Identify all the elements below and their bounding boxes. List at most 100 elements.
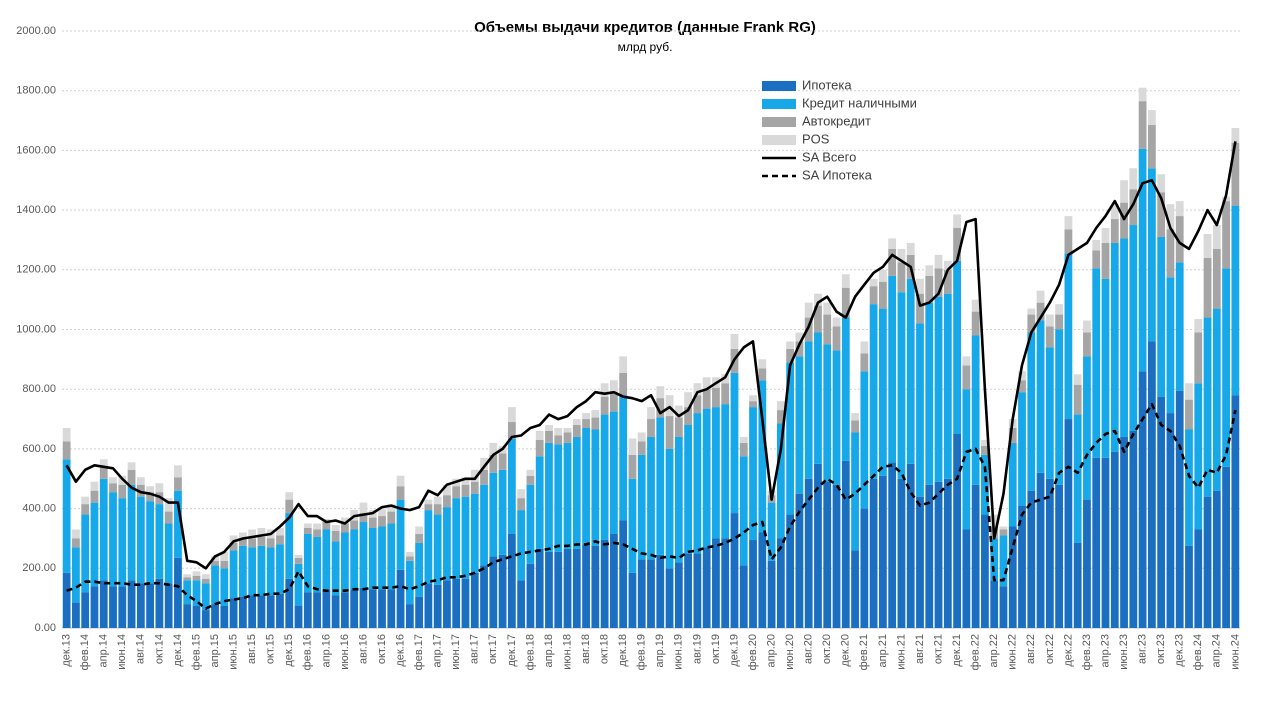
bar-segment bbox=[266, 538, 275, 548]
bar-segment bbox=[1036, 302, 1045, 321]
bar-segment bbox=[81, 592, 90, 628]
bar-segment bbox=[415, 596, 424, 628]
bar-segment bbox=[1129, 430, 1138, 628]
bar-segment bbox=[953, 433, 961, 628]
bar-segment bbox=[359, 587, 368, 628]
bar-segment bbox=[443, 484, 451, 496]
bar-segment bbox=[183, 574, 192, 578]
bar-segment bbox=[1203, 317, 1212, 497]
bar-segment bbox=[229, 598, 238, 628]
bar-segment bbox=[1045, 478, 1054, 628]
x-tick-label: июн.22 bbox=[1007, 634, 1019, 670]
bar-segment bbox=[656, 417, 665, 555]
bar-segment bbox=[424, 499, 433, 505]
x-tick-label: июн.16 bbox=[339, 634, 351, 670]
legend-label: Ипотека bbox=[802, 77, 852, 92]
bar-segment bbox=[248, 595, 257, 628]
bar-segment bbox=[1064, 216, 1073, 230]
bar-segment bbox=[266, 595, 275, 628]
x-tick-label: июн.17 bbox=[450, 634, 462, 670]
bar-segment bbox=[953, 228, 961, 261]
bar-segment bbox=[1175, 216, 1184, 263]
x-tick-label: апр.18 bbox=[543, 634, 555, 667]
x-tick-label: апр.23 bbox=[1099, 634, 1111, 667]
bar-segment bbox=[897, 478, 906, 628]
bar-segment bbox=[869, 304, 878, 479]
bar-segment bbox=[489, 454, 498, 473]
bar-segment bbox=[1166, 229, 1175, 278]
bar-segment bbox=[62, 428, 71, 442]
bar-segment bbox=[610, 533, 618, 628]
bar-segment bbox=[99, 580, 108, 628]
bar-segment bbox=[517, 489, 526, 499]
bar-segment bbox=[572, 419, 581, 426]
bar-segment bbox=[238, 538, 247, 546]
bar-segment bbox=[795, 493, 804, 628]
bar-segment bbox=[1147, 341, 1156, 628]
bar-segment bbox=[164, 583, 173, 628]
bar-segment bbox=[146, 486, 155, 493]
chart-subtitle: млрд руб. bbox=[618, 40, 673, 54]
y-tick-label: 1000.00 bbox=[16, 323, 56, 335]
bar-segment bbox=[684, 407, 692, 426]
bar-segment bbox=[1045, 347, 1054, 479]
bar-segment bbox=[916, 278, 924, 294]
bar-segment bbox=[981, 445, 989, 455]
bar-segment bbox=[452, 578, 461, 628]
bar-segment bbox=[489, 472, 498, 557]
bar-segment bbox=[285, 499, 294, 514]
x-tick-label: окт.17 bbox=[487, 634, 499, 664]
bar-segment bbox=[1212, 248, 1221, 309]
bar-segment bbox=[804, 341, 813, 479]
bar-segment bbox=[647, 407, 655, 420]
bar-segment bbox=[563, 432, 572, 443]
bar-segment bbox=[619, 520, 628, 628]
bar-segment bbox=[916, 293, 924, 324]
x-tick-label: дек.22 bbox=[1062, 634, 1074, 667]
bar-segment bbox=[1203, 496, 1212, 628]
bar-segment bbox=[814, 293, 822, 306]
bar-segment bbox=[1231, 142, 1240, 206]
x-tick-label: дек.16 bbox=[394, 634, 406, 667]
bar-segment bbox=[526, 475, 535, 485]
bar-segment bbox=[591, 417, 600, 430]
bar-segment bbox=[1129, 189, 1138, 226]
bar-segment bbox=[174, 477, 182, 491]
x-tick-label: авг.21 bbox=[914, 634, 926, 664]
bar-segment bbox=[387, 504, 396, 512]
bar-segment bbox=[804, 317, 813, 342]
bar-segment bbox=[804, 302, 813, 318]
bar-segment bbox=[387, 589, 396, 628]
bar-segment bbox=[127, 484, 136, 581]
bar-segment bbox=[461, 484, 470, 497]
bar-segment bbox=[155, 578, 164, 628]
bar-segment bbox=[943, 269, 952, 294]
bar-segment bbox=[1092, 268, 1101, 458]
bar-segment bbox=[554, 435, 563, 445]
bar-segment bbox=[81, 496, 90, 505]
bar-segment bbox=[814, 463, 822, 628]
bar-segment bbox=[155, 504, 164, 579]
bar-segment bbox=[684, 425, 692, 554]
bar-segment bbox=[916, 323, 924, 497]
bar-segment bbox=[535, 430, 544, 440]
x-tick-label: фев.23 bbox=[1081, 634, 1093, 670]
y-tick-label: 2000.00 bbox=[16, 25, 56, 37]
bar-segment bbox=[322, 589, 331, 628]
bar-segment bbox=[62, 459, 71, 573]
bar-segment bbox=[1101, 242, 1110, 279]
bar-segment bbox=[257, 536, 266, 546]
legend-label: Автокредит bbox=[802, 113, 871, 128]
bar-segment bbox=[971, 299, 980, 312]
bar-segment bbox=[1008, 428, 1017, 443]
bar-segment bbox=[1008, 526, 1017, 628]
bar-segment bbox=[433, 504, 442, 515]
bar-segment bbox=[1064, 419, 1073, 628]
x-tick-label: фев.24 bbox=[1192, 634, 1204, 670]
bar-segment bbox=[916, 496, 924, 628]
bar-segment bbox=[999, 586, 1008, 628]
bar-segment bbox=[925, 484, 934, 628]
bar-segment bbox=[860, 371, 869, 509]
bar-segment bbox=[480, 484, 488, 566]
